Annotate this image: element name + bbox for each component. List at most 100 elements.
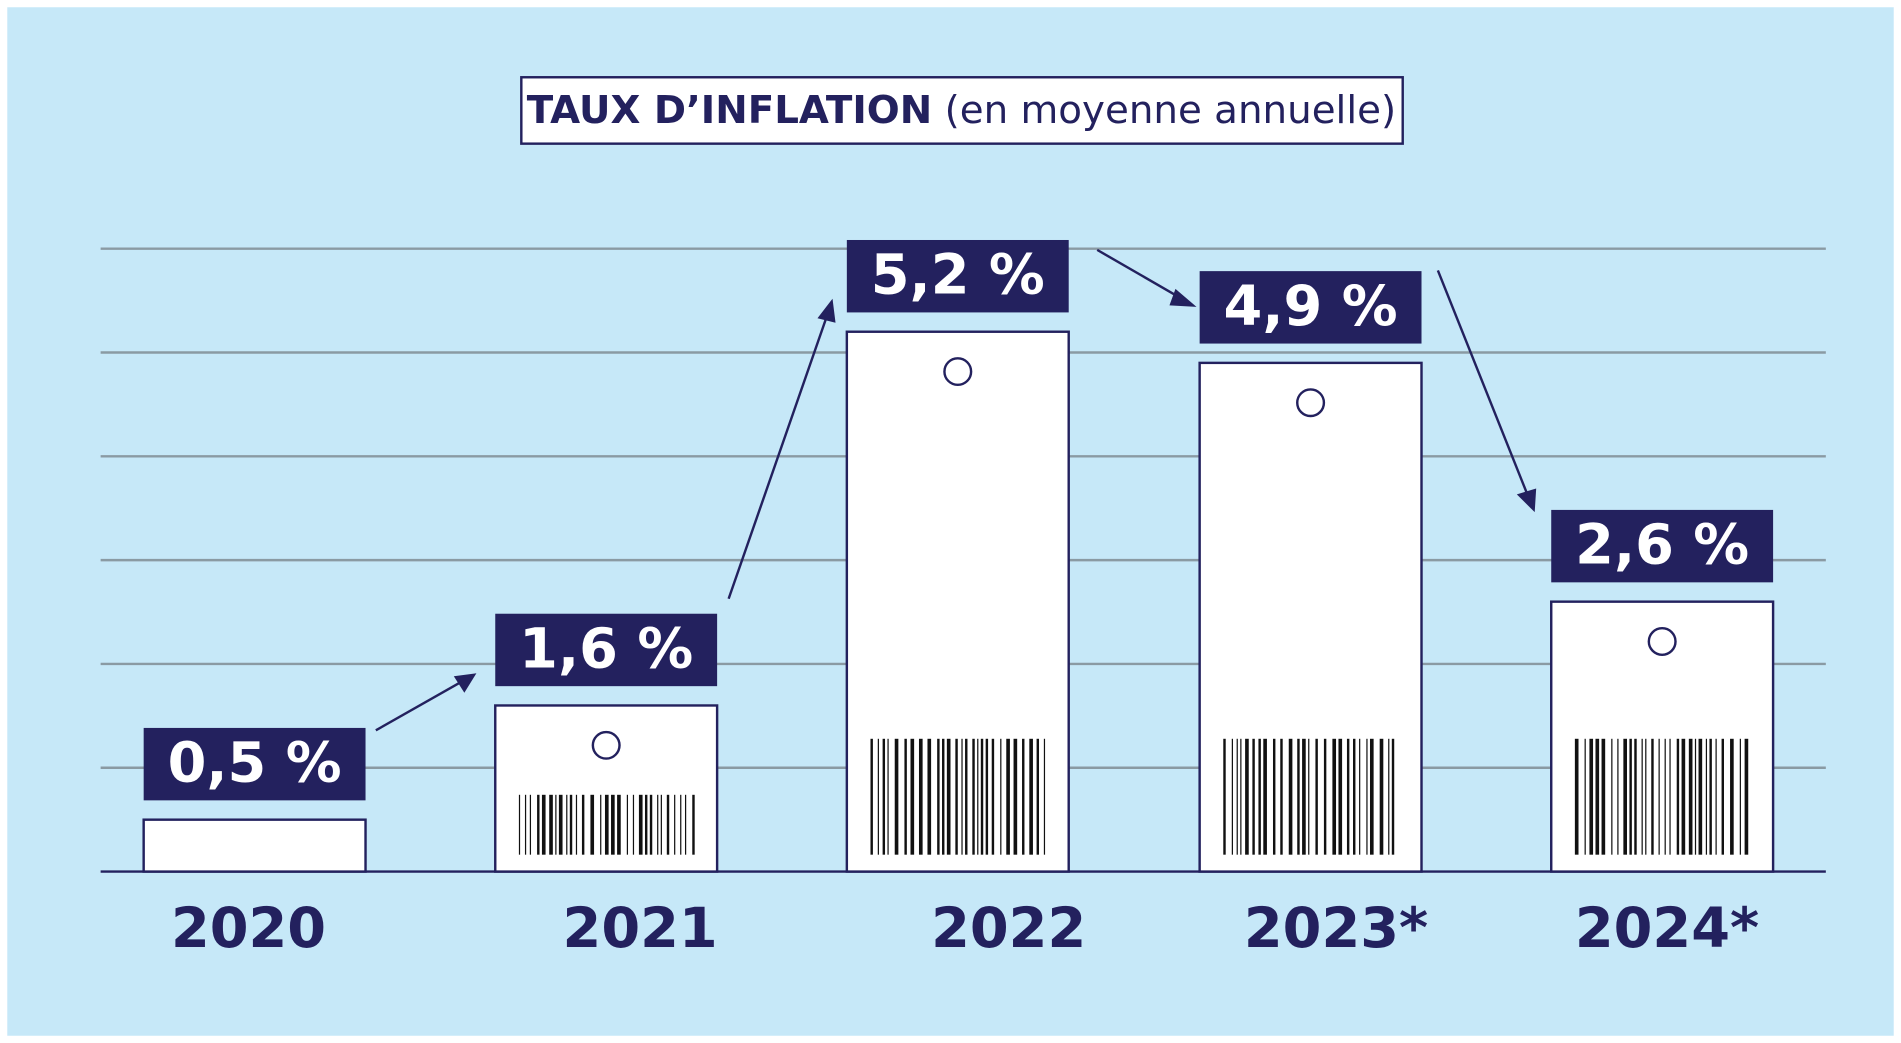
barcode-line bbox=[1258, 738, 1261, 855]
value-label: 0,5 % bbox=[168, 731, 342, 796]
barcode-line bbox=[541, 794, 546, 855]
barcode-line bbox=[1721, 738, 1724, 855]
barcode-line bbox=[1223, 738, 1226, 855]
barcode-line bbox=[657, 794, 659, 855]
barcode-line bbox=[946, 738, 951, 855]
barcode-line bbox=[638, 794, 643, 855]
barcode-line bbox=[937, 738, 940, 855]
barcode-line bbox=[965, 738, 968, 855]
barcode-line bbox=[1617, 738, 1619, 855]
barcode-line bbox=[1369, 738, 1374, 855]
barcode-line bbox=[1715, 738, 1717, 855]
barcode-line bbox=[649, 794, 653, 855]
x-tick-label: 2023* bbox=[1244, 896, 1428, 961]
barcode-line bbox=[611, 794, 615, 855]
barcode-line bbox=[894, 738, 899, 855]
arrow bbox=[727, 315, 828, 600]
barcode-line bbox=[1676, 738, 1680, 855]
tag-hole bbox=[943, 357, 973, 387]
barcode-line bbox=[569, 794, 573, 855]
barcode-line bbox=[972, 738, 975, 855]
barcode-line bbox=[558, 794, 563, 855]
arrow-head bbox=[1169, 288, 1197, 307]
barcode-line bbox=[1280, 738, 1283, 855]
label-box bbox=[1199, 271, 1422, 344]
barcode-line bbox=[1272, 738, 1276, 855]
chart-subtitle: (en moyenne annuelle) bbox=[945, 88, 1397, 133]
barcode-line bbox=[877, 738, 879, 855]
barcode-line bbox=[518, 794, 521, 855]
title-box bbox=[520, 76, 1404, 145]
value-label: 2,6 % bbox=[1575, 513, 1749, 578]
barcode-line bbox=[1698, 738, 1703, 855]
value-label: 4,9 % bbox=[1224, 274, 1398, 339]
barcode-line bbox=[1029, 738, 1033, 855]
chart-title: TAUX D’INFLATION bbox=[527, 88, 933, 133]
barcode-line bbox=[537, 794, 540, 855]
barcode-line bbox=[604, 794, 609, 855]
barcode-line bbox=[684, 794, 687, 855]
arrow bbox=[1436, 269, 1529, 496]
barcode-line bbox=[1669, 738, 1671, 855]
barcode-line bbox=[1000, 738, 1002, 855]
barcode-line bbox=[927, 738, 932, 855]
barcode-line bbox=[555, 794, 557, 855]
barcode-line bbox=[1240, 738, 1242, 855]
barcode-line bbox=[870, 738, 873, 855]
barcode-line bbox=[581, 794, 585, 855]
barcode-line bbox=[1338, 738, 1343, 855]
barcode-line bbox=[1688, 738, 1693, 855]
label-box bbox=[1551, 509, 1774, 583]
x-tick-label: 2024* bbox=[1575, 896, 1759, 961]
barcode-line bbox=[600, 794, 602, 855]
barcode-line bbox=[1730, 738, 1734, 855]
barcode-line bbox=[680, 794, 682, 855]
barcode-line bbox=[1681, 738, 1686, 855]
arrow bbox=[375, 679, 464, 732]
arrow-head bbox=[1516, 488, 1537, 513]
barcode-line bbox=[1302, 738, 1306, 855]
barcode-line bbox=[1641, 738, 1643, 855]
barcode-line bbox=[1634, 738, 1637, 855]
barcode-line bbox=[1651, 738, 1654, 855]
barcode-line bbox=[1252, 738, 1255, 855]
barcode-line bbox=[1705, 738, 1708, 855]
barcode-line bbox=[566, 794, 568, 855]
barcode-line bbox=[1629, 738, 1632, 855]
barcode-line bbox=[1315, 738, 1318, 855]
barcode-line bbox=[1297, 738, 1300, 855]
barcode-line bbox=[1245, 738, 1249, 855]
barcode-line bbox=[910, 738, 915, 855]
tag-hole bbox=[1647, 627, 1677, 656]
arrows bbox=[375, 248, 1537, 732]
bar bbox=[142, 818, 367, 873]
barcode-line bbox=[1022, 738, 1025, 855]
barcode-line bbox=[1379, 738, 1384, 855]
label-box bbox=[495, 613, 718, 687]
barcode-line bbox=[1744, 738, 1749, 855]
barcode-line bbox=[980, 738, 984, 855]
barcode-line bbox=[666, 794, 670, 855]
barcode-line bbox=[1043, 738, 1046, 855]
bar bbox=[1198, 361, 1423, 873]
barcode-line bbox=[1308, 738, 1310, 855]
barcode-line bbox=[918, 738, 923, 855]
barcode-line bbox=[1623, 738, 1628, 855]
x-tick-label: 2022 bbox=[931, 896, 1086, 961]
barcode-line bbox=[1709, 738, 1712, 855]
barcode-line bbox=[977, 738, 979, 855]
value-label: 5,2 % bbox=[871, 243, 1045, 308]
barcode-line bbox=[1353, 738, 1356, 855]
barcode-line bbox=[1664, 738, 1666, 855]
tag-hole bbox=[591, 730, 621, 760]
barcode-line bbox=[1006, 738, 1010, 855]
label-box bbox=[143, 727, 366, 801]
barcode-line bbox=[1388, 738, 1390, 855]
barcode-line bbox=[1323, 738, 1327, 855]
barcode-line bbox=[1611, 738, 1613, 855]
barcode-line bbox=[549, 794, 553, 855]
barcode-line bbox=[1658, 738, 1660, 855]
barcode-line bbox=[660, 794, 662, 855]
barcode-line bbox=[1645, 738, 1647, 855]
barcode-line bbox=[1332, 738, 1337, 855]
